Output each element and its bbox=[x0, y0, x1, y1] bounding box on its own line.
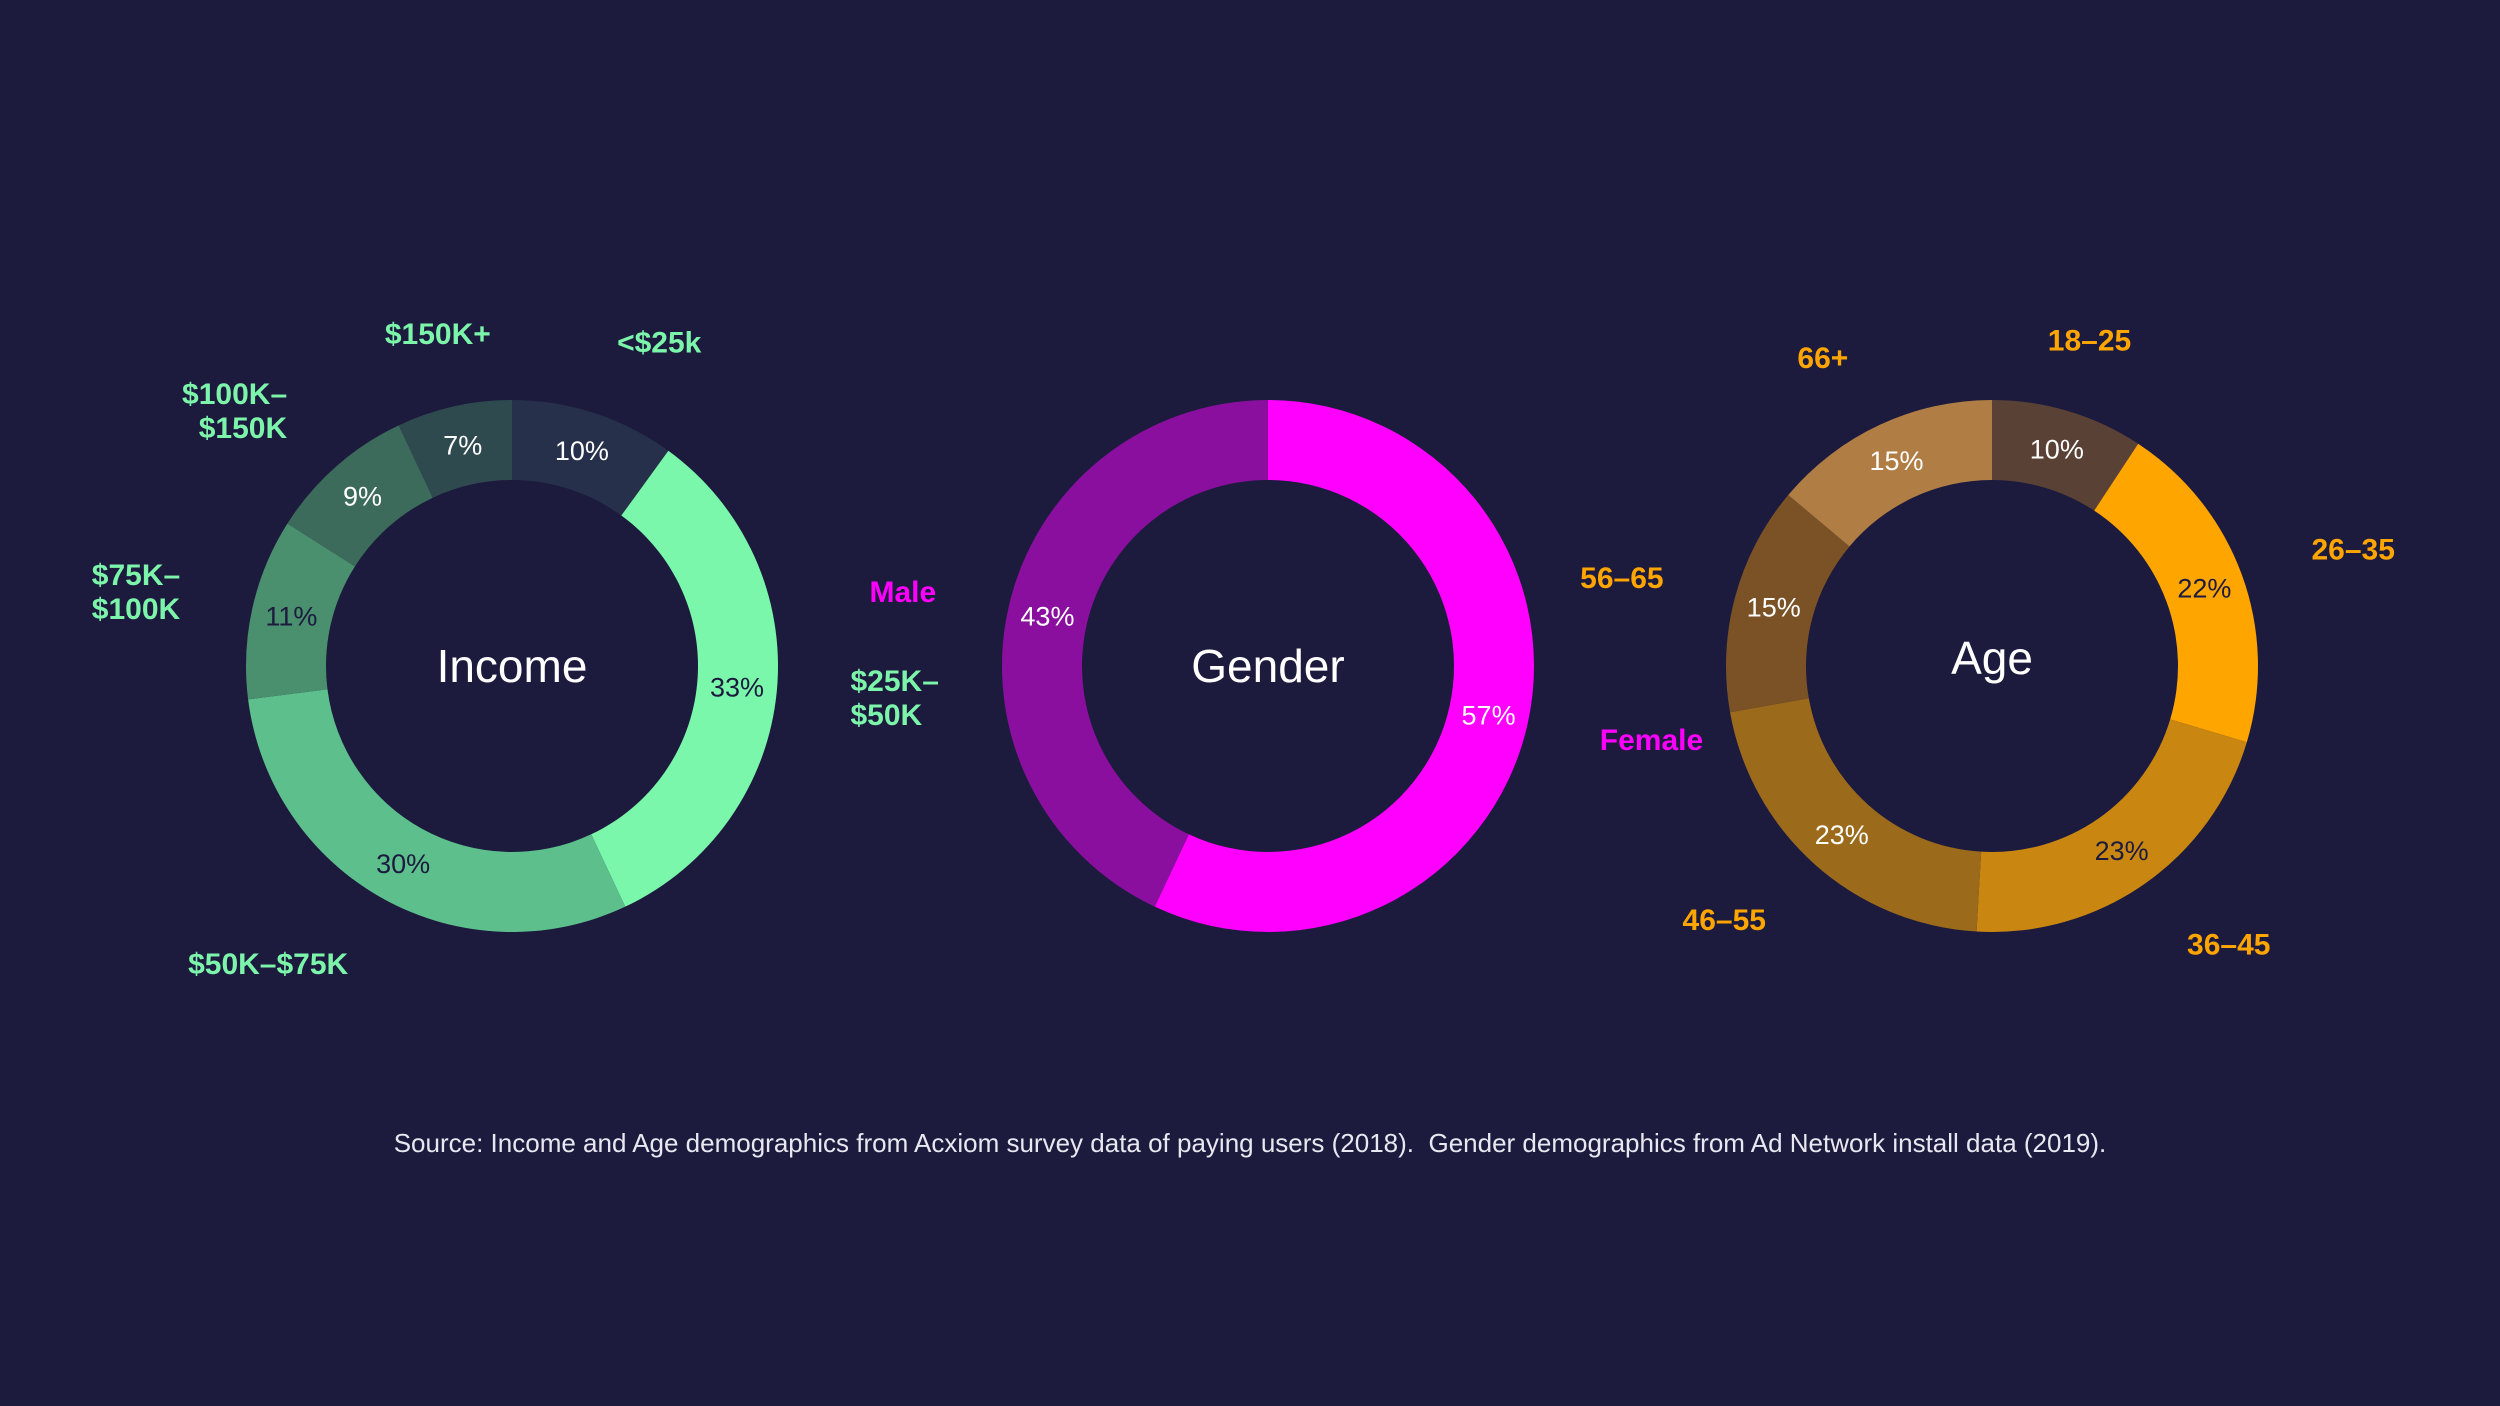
age-center-title: Age bbox=[1951, 632, 2033, 684]
income-category-label-100k-150k: $100K– $150K bbox=[182, 377, 287, 444]
gender-category-label-female: Female bbox=[1600, 724, 1703, 757]
income-slice-150k bbox=[398, 400, 512, 498]
age-category-label-18-25: 18–25 bbox=[2048, 324, 2131, 357]
gender-value-label-female: 57% bbox=[1462, 700, 1516, 730]
gender-donut: 57% Female 43% Male Gender bbox=[869, 400, 1703, 933]
age-value-label-56-65: 15% bbox=[1747, 593, 1801, 623]
income-value-label-25k-50k: 33% bbox=[710, 672, 764, 702]
age-slice-18-25 bbox=[1992, 400, 2139, 511]
age-donut: 10% 18–25 22% 26–35 23% 36–45 23% 46–55 15% 56–65… bbox=[1580, 324, 2395, 961]
age-value-label-66: 15% bbox=[1869, 446, 1923, 476]
age-category-label-46-55: 46–55 bbox=[1683, 903, 1766, 936]
income-value-label-25k: 10% bbox=[555, 436, 609, 466]
income-slice-50k-75k bbox=[248, 689, 626, 932]
income-value-label-100k-150k: 9% bbox=[343, 481, 382, 511]
income-value-label-150k: 7% bbox=[443, 430, 482, 460]
source-note: Source: Income and Age demographics from… bbox=[393, 1128, 2107, 1158]
age-category-label-56-65: 56–65 bbox=[1580, 562, 1663, 595]
income-category-label-25k: <$25k bbox=[617, 326, 702, 359]
age-category-label-36-45: 36–45 bbox=[2187, 928, 2270, 961]
gender-slice-male bbox=[1001, 400, 1268, 907]
age-value-label-46-55: 23% bbox=[1815, 820, 1869, 850]
age-category-label-26-35: 26–35 bbox=[2311, 533, 2394, 566]
age-slice-46-55 bbox=[1730, 698, 1982, 932]
income-center-title: Income bbox=[437, 640, 588, 692]
income-category-label-25k-50k: $25K– $50K bbox=[850, 664, 938, 731]
age-slice-36-45 bbox=[1976, 719, 2247, 933]
income-slice-25k bbox=[512, 400, 669, 516]
age-slice-26-35 bbox=[2094, 443, 2258, 743]
income-category-label-150k: $150K+ bbox=[385, 318, 491, 351]
income-donut: 10% <$25k 33% $25K– $50K 30% $50K–$75K 11% $75K–… bbox=[92, 318, 939, 981]
gender-value-label-male: 43% bbox=[1020, 602, 1074, 632]
income-value-label-75k-100k: 11% bbox=[265, 602, 317, 632]
age-value-label-26-35: 22% bbox=[2177, 574, 2231, 604]
age-category-label-66: 66+ bbox=[1797, 341, 1848, 374]
income-slice-100k-150k bbox=[287, 425, 433, 567]
income-slice-25k-50k bbox=[591, 450, 779, 907]
gender-center-title: Gender bbox=[1191, 640, 1344, 692]
income-category-label-75k-100k: $75K– $100K bbox=[92, 558, 181, 625]
age-value-label-36-45: 23% bbox=[2095, 836, 2149, 866]
income-slice-75k-100k bbox=[246, 523, 355, 700]
income-category-label-50k-75k: $50K–$75K bbox=[188, 947, 348, 980]
gender-category-label-male: Male bbox=[869, 575, 936, 608]
age-slice-56-65 bbox=[1726, 495, 1850, 713]
age-value-label-18-25: 10% bbox=[2030, 434, 2084, 464]
gender-slice-female bbox=[1154, 400, 1534, 933]
income-value-label-50k-75k: 30% bbox=[376, 849, 430, 879]
age-slice-66 bbox=[1788, 400, 1992, 547]
